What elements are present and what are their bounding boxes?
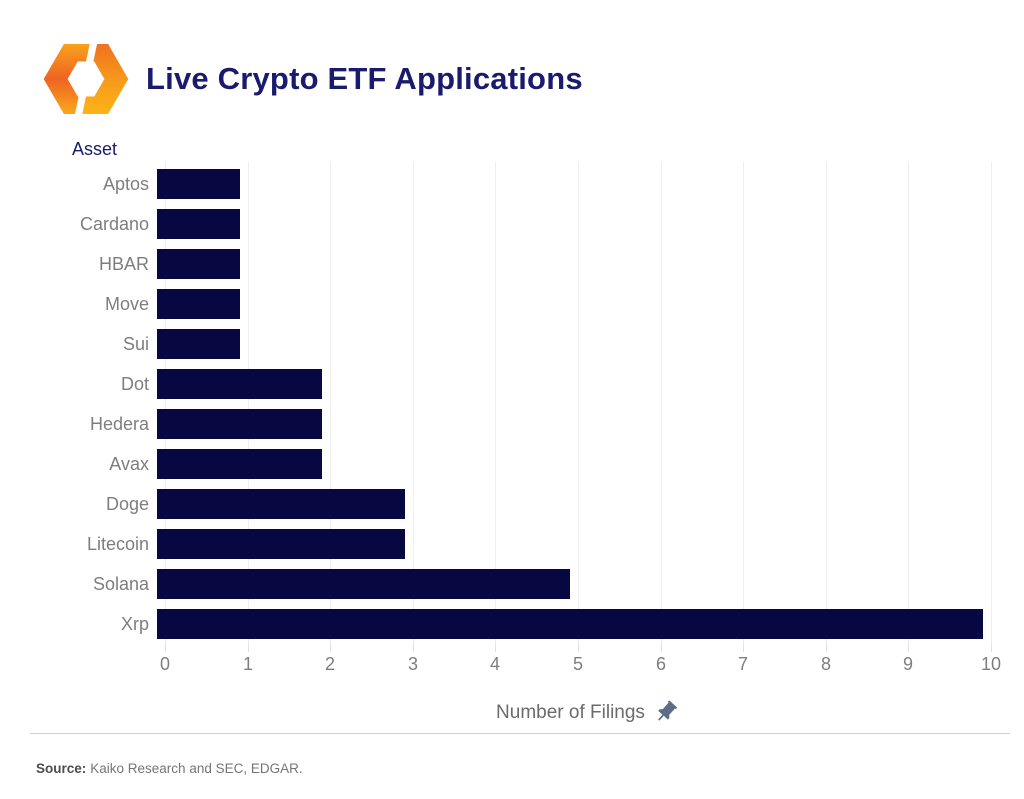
bar-label: Aptos [102, 173, 149, 194]
x-tick-label: 0 [159, 654, 171, 674]
bar [157, 609, 983, 639]
bar-label: Solana [92, 573, 149, 594]
gridlines: 0 1 2 3 4 5 6 7 8 9 10 [160, 162, 1010, 674]
bar-track [157, 369, 1024, 399]
bar-track [157, 609, 1024, 639]
bar-label: Move [104, 293, 149, 314]
bar-track [157, 329, 1024, 359]
pushpin-icon [658, 700, 678, 721]
kaiko-logo [43, 44, 129, 114]
bar [157, 209, 240, 239]
bar [157, 329, 240, 359]
bar-row: Hedera [0, 404, 1024, 444]
bar-label: Doge [105, 493, 149, 514]
bar [157, 289, 240, 319]
x-tick-label: 4 [489, 654, 501, 674]
x-tick-mark [248, 644, 249, 652]
bar-track [157, 449, 1024, 479]
footer-divider [30, 733, 1010, 734]
y-axis-title: Asset [72, 139, 118, 159]
bar-label: Litecoin [86, 533, 149, 554]
bar-label: HBAR [98, 253, 149, 274]
bar-label: Cardano [79, 213, 149, 234]
gridline [826, 162, 827, 644]
bar-rows: Aptos Cardano HBAR Move Sui Dot Hedera Avax Doge… [0, 164, 1024, 644]
gridline [495, 162, 496, 644]
bar-label: Avax [109, 453, 149, 474]
x-tick-label: 9 [902, 654, 914, 674]
bar-row: Sui [0, 324, 1024, 364]
x-tick-mark [743, 644, 744, 652]
x-tick-mark [495, 644, 496, 652]
bar-track [157, 249, 1024, 279]
x-tick-mark [578, 644, 579, 652]
bar-track [157, 289, 1024, 319]
source-text: Kaiko Research and SEC, EDGAR. [90, 761, 303, 776]
bar-label: Dot [120, 373, 149, 394]
bar-row: Move [0, 284, 1024, 324]
x-tick-label: 7 [737, 654, 749, 674]
x-tick-mark [165, 644, 166, 652]
chart-title: Live Crypto ETF Applications [146, 61, 583, 96]
bar [157, 489, 405, 519]
x-tick-label: 3 [407, 654, 419, 674]
bar-track [157, 489, 1024, 519]
gridline [413, 162, 414, 644]
gridline [991, 162, 992, 644]
bar-row: Aptos [0, 164, 1024, 204]
gridline [165, 162, 166, 644]
header: Live Crypto ETF Applications [40, 33, 583, 125]
bar-row: Dot [0, 364, 1024, 404]
bar-label: Hedera [89, 413, 149, 434]
x-axis-title-text: Number of Filings [496, 702, 645, 723]
bar-row: HBAR [0, 244, 1024, 284]
bar-row: Avax [0, 444, 1024, 484]
gridline [908, 162, 909, 644]
bar-row: Solana [0, 564, 1024, 604]
x-tick-mark [908, 644, 909, 652]
bar [157, 569, 570, 599]
bar-chart: 0 1 2 3 4 5 6 7 8 9 10 Aptos Cardano HBAR Move Sui Dot H… [0, 162, 1024, 684]
bar [157, 409, 322, 439]
source-note: Source: Kaiko Research and SEC, EDGAR. [36, 761, 303, 776]
bar-track [157, 529, 1024, 559]
x-tick-label: 8 [820, 654, 832, 674]
x-tick-label: 6 [655, 654, 667, 674]
x-tick-label: 2 [324, 654, 336, 674]
x-tick-label: 10 [980, 654, 1002, 674]
gridline [578, 162, 579, 644]
x-tick-mark [991, 644, 992, 652]
bar [157, 449, 322, 479]
bar-track [157, 569, 1024, 599]
bar-row: Doge [0, 484, 1024, 524]
bar-row: Litecoin [0, 524, 1024, 564]
x-tick-mark [826, 644, 827, 652]
x-tick-mark [413, 644, 414, 652]
bar [157, 169, 240, 199]
bar [157, 529, 405, 559]
bar [157, 369, 322, 399]
gridline [248, 162, 249, 644]
bar-row: Xrp [0, 604, 1024, 644]
bar-row: Cardano [0, 204, 1024, 244]
bar-label: Sui [122, 333, 149, 354]
x-tick-mark [661, 644, 662, 652]
bar-label: Xrp [120, 613, 149, 634]
source-label: Source: [36, 761, 87, 776]
x-tick-label: 1 [242, 654, 254, 674]
bar-track [157, 409, 1024, 439]
x-tick-label: 5 [572, 654, 584, 674]
gridline [661, 162, 662, 644]
gridline [743, 162, 744, 644]
gridline [330, 162, 331, 644]
bar-track [157, 169, 1024, 199]
bar [157, 249, 240, 279]
bar-track [157, 209, 1024, 239]
x-tick-mark [330, 644, 331, 652]
x-axis-title: Number of Filings [165, 700, 1010, 725]
